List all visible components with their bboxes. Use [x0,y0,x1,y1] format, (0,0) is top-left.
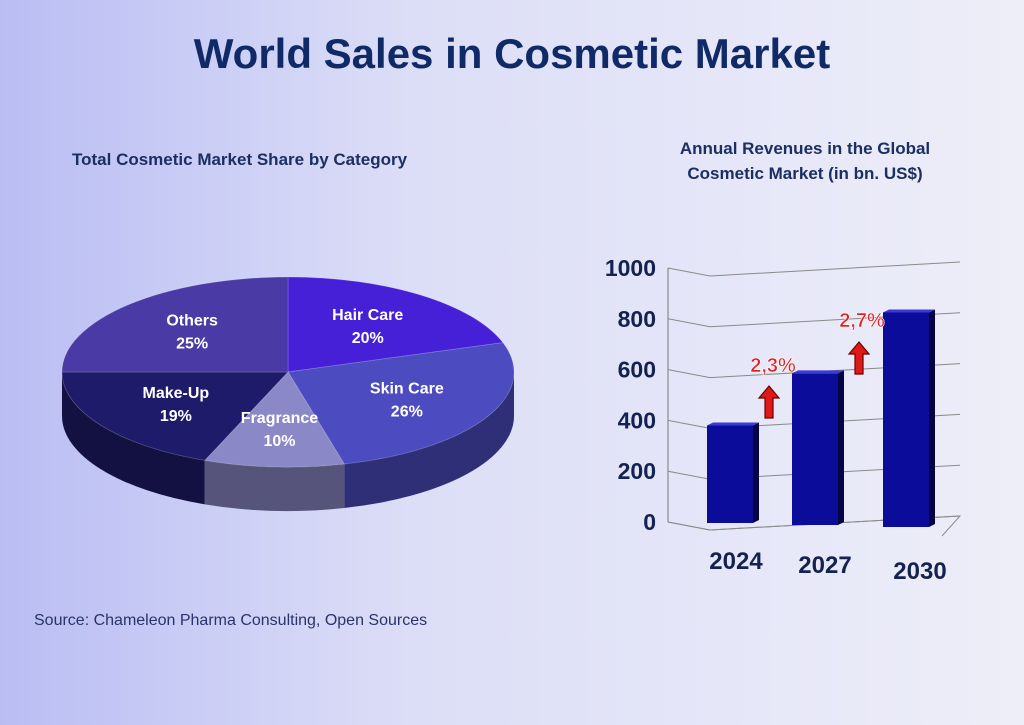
pie-side-skin-care [344,372,514,509]
pie-slice-make-up [61,371,290,461]
x-tick-2030: 2030 [893,558,946,585]
y-tick-400: 400 [618,407,656,433]
page-title: World Sales in Cosmetic Market [193,30,831,77]
bar-chart-title-line-1: Annual Revenues in the Global [679,139,931,158]
y-tick-800: 800 [618,306,656,332]
growth-arrow-1 [757,385,781,419]
bar-front-2024 [707,425,753,523]
pie-value-fragrance: 10% [263,433,295,450]
bar-side-2024 [753,422,759,523]
growth-label-1: 2,3% [750,355,796,377]
gridline-1000 [667,261,961,277]
bar-front-2027 [792,373,838,525]
gridline-800 [667,312,961,328]
y-tick-200: 200 [618,458,656,484]
pie-label-fragrance: Fragrance [241,410,318,427]
y-tick-0: 0 [643,509,656,535]
pie-label-make-up: Make-Up [143,385,210,402]
pie-slice-skin-care [287,342,515,465]
bar-top-2027 [792,370,844,374]
bar-top-2024 [707,422,759,426]
bar-front-2030 [883,312,929,527]
x-tick-2024: 2024 [709,548,763,575]
bar-side-2030 [929,309,935,527]
pie-slice-hair-care [287,276,504,373]
pie-side-make-up [62,372,205,505]
gridline-600 [667,363,961,379]
pie-label-others: Others [166,313,218,330]
pie-value-make-up: 19% [160,408,192,425]
bar-chart-title: Annual Revenues in the Global Cosmetic M… [620,136,990,186]
y-tick-600: 600 [618,357,656,383]
bar-chart-title-line-2: Cosmetic Market (in bn. US$) [687,164,923,183]
pie-label-skin-care: Skin Care [370,380,444,397]
growth-label-2: 2,7% [839,310,885,332]
growth-arrow-2 [847,341,871,375]
pie-side-fragrance [204,460,345,512]
pie-value-others: 25% [176,336,208,353]
pie-value-hair-care: 20% [352,330,384,347]
pie-slice-fragrance [203,371,346,468]
bar-2027 [792,370,844,525]
source-note: Source: Chameleon Pharma Consulting, Ope… [34,612,428,629]
pie-slice-others [61,276,289,373]
bar-2024 [707,422,759,523]
y-tick-1000: 1000 [605,255,656,281]
x-tick-2027: 2027 [798,552,851,579]
bar-2030 [883,309,935,527]
bar-side-2027 [838,370,844,525]
pie-label-hair-care: Hair Care [332,307,403,324]
pie-chart-title: Total Cosmetic Market Share by Category [72,150,408,169]
bar-top-2030 [883,309,935,313]
pie-value-skin-care: 26% [391,403,423,420]
